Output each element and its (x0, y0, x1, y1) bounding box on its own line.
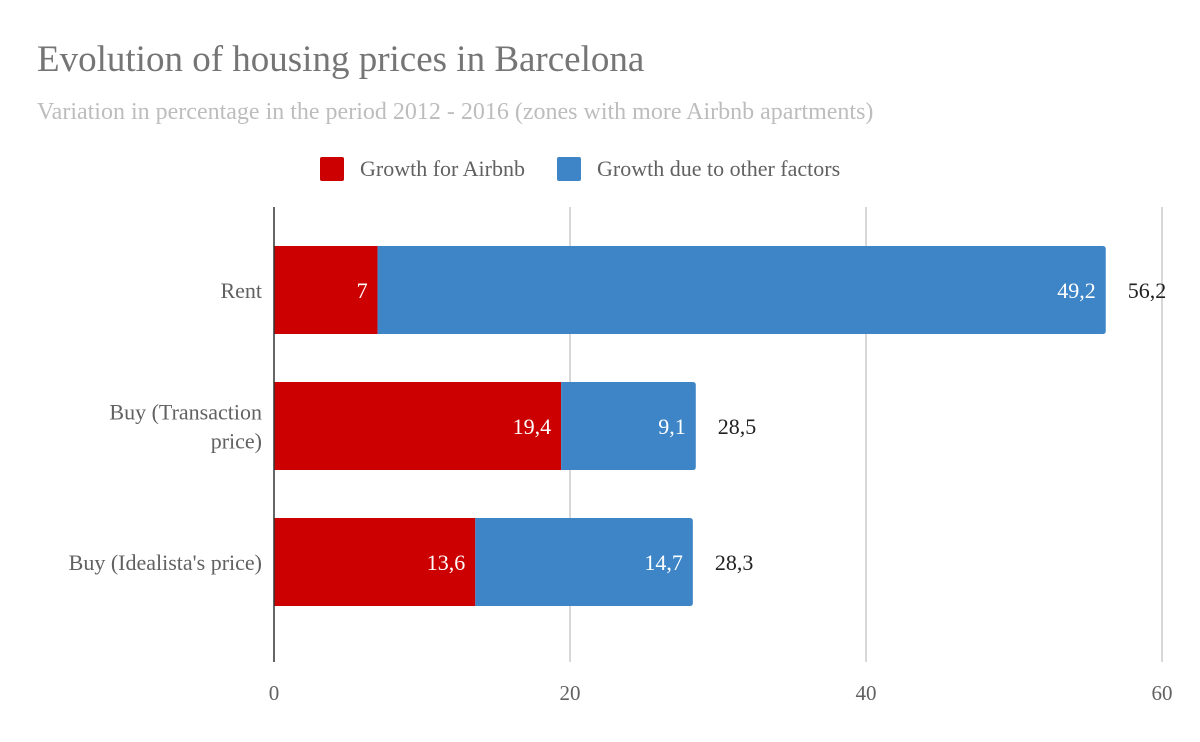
bar-airbnb-2 (274, 518, 476, 606)
x-tick-label-20: 20 (560, 681, 581, 705)
bar-airbnb-1 (274, 382, 562, 470)
total-label-2: 28,3 (715, 550, 754, 575)
legend: Growth for Airbnb Growth due to other fa… (320, 155, 872, 183)
x-tick-label-0: 0 (269, 681, 280, 705)
legend-label-other-factors: Growth due to other factors (596, 156, 841, 181)
data-label-airbnb-2: 13,6 (427, 550, 466, 575)
y-tick-label-0: Rent (220, 278, 262, 303)
bar-other-factors-0 (377, 246, 1106, 334)
chart-subtitle: Variation in percentage in the period 20… (37, 99, 874, 125)
data-label-airbnb-1: 19,4 (513, 414, 552, 439)
legend-swatch-other-factors (556, 157, 581, 181)
y-tick-label-2: Buy (Idealista's price) (69, 550, 262, 575)
legend-item-other-factors: Growth due to other factors (556, 156, 841, 182)
chart-title: Evolution of housing prices in Barcelona (37, 39, 645, 80)
total-label-0: 56,2 (1128, 278, 1167, 303)
legend-item-airbnb: Growth for Airbnb (320, 156, 525, 182)
data-label-other-factors-1: 9,1 (658, 414, 686, 439)
x-tick-label-40: 40 (856, 681, 877, 705)
legend-swatch-airbnb (320, 157, 344, 181)
data-label-other-factors-2: 14,7 (644, 550, 683, 575)
data-label-airbnb-0: 7 (357, 278, 368, 303)
bar-airbnb-0 (274, 246, 378, 334)
legend-label-airbnb: Growth for Airbnb (360, 156, 525, 181)
y-tick-label-1-line-1: price) (211, 429, 262, 454)
bar-other-factors-1 (561, 382, 696, 470)
x-tick-label-60: 60 (1152, 681, 1173, 705)
y-tick-label-1-line-0: Buy (Transaction (109, 400, 262, 425)
data-label-other-factors-0: 49,2 (1057, 278, 1096, 303)
bar-other-factors-2 (475, 518, 693, 606)
total-label-1: 28,5 (718, 414, 757, 439)
